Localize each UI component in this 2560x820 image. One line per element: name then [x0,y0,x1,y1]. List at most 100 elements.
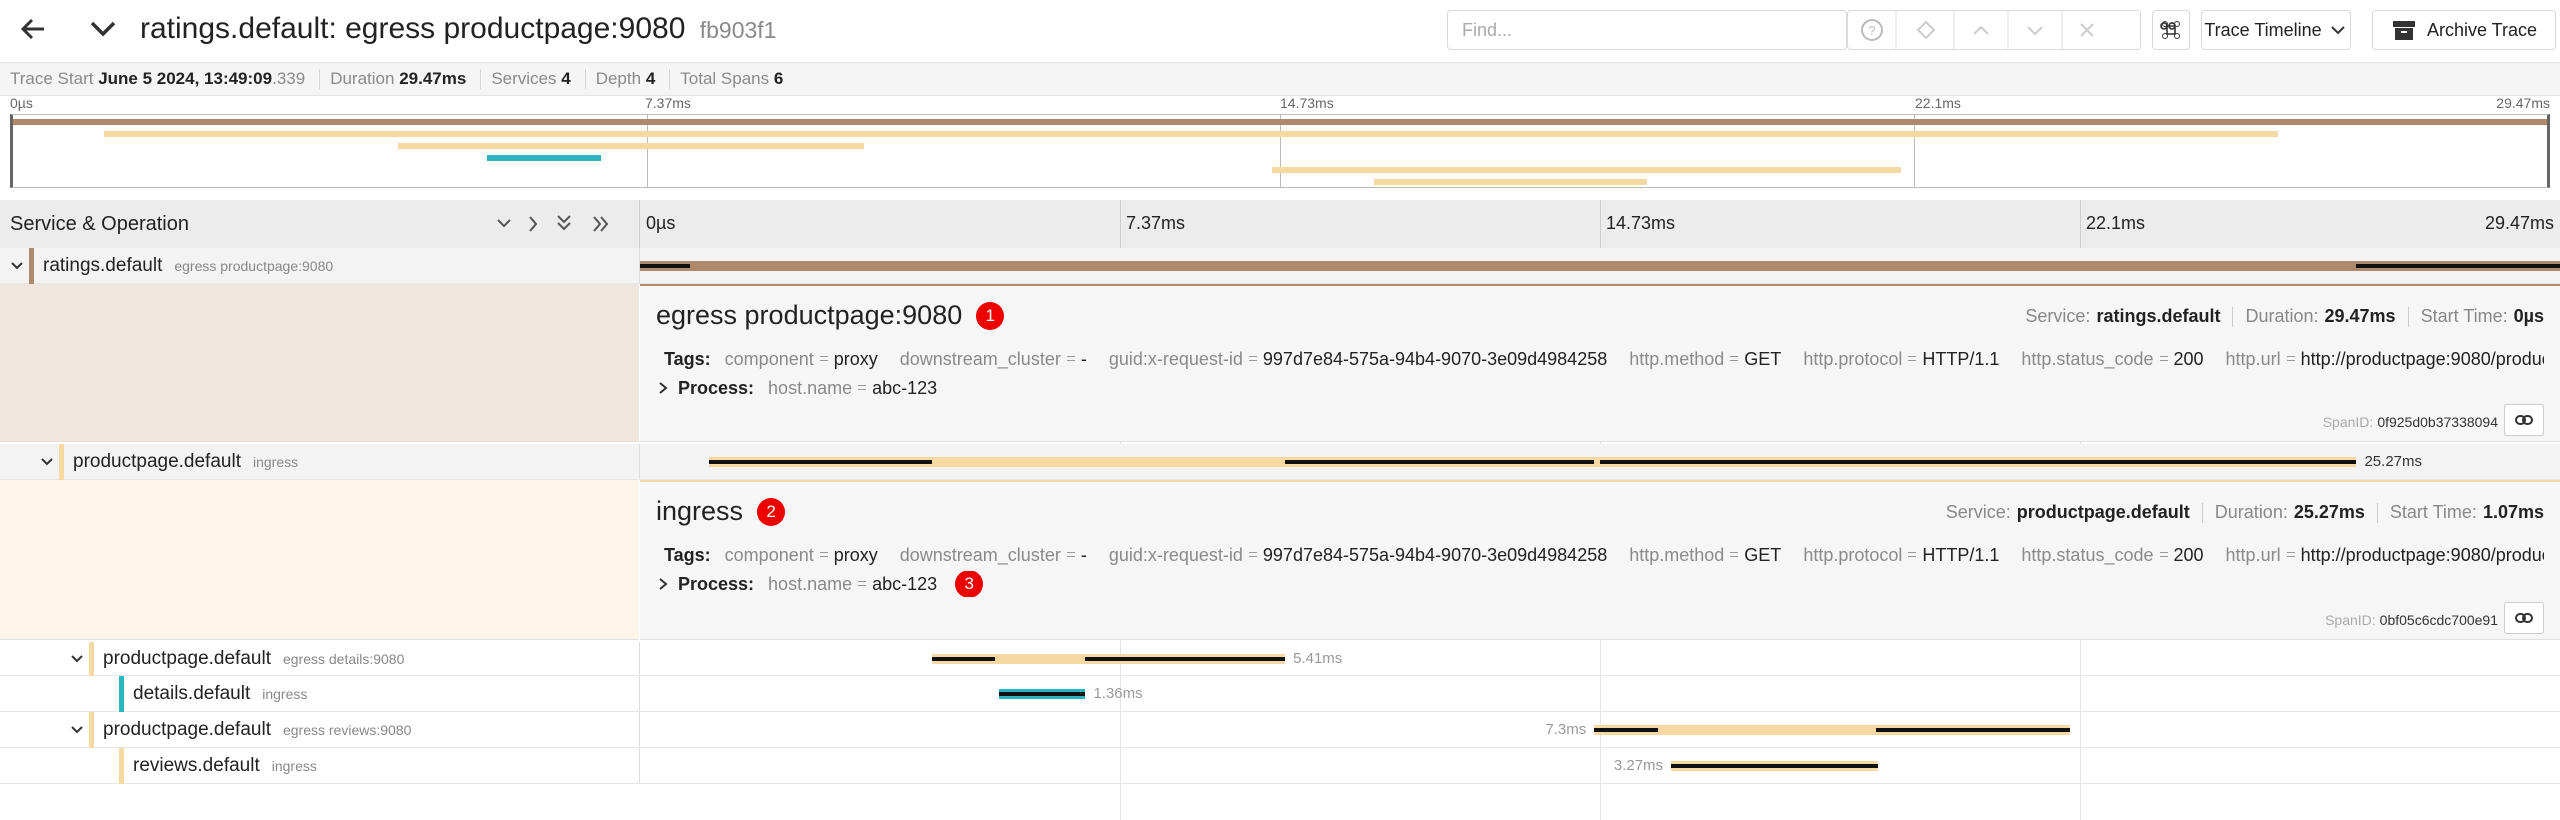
summary-label: Depth [595,69,642,88]
span-critical-path [1600,460,2357,464]
trace-title: ratings.default: egress productpage:9080… [140,12,776,46]
key-value: http.status_code 200 [2021,545,2203,566]
summary-value: 4 [561,69,571,88]
key: http.url [2225,544,2281,565]
key: downstream_cluster [899,544,1061,565]
expand-toggle[interactable] [39,454,55,470]
value: HTTP/1.1 [1922,544,2000,565]
search-input[interactable]: Find... [1447,10,1847,50]
span-row[interactable]: reviews.default ingress 3.27ms [0,748,2560,784]
span-row[interactable]: productpage.default egress reviews:9080 7.… [0,712,2560,748]
trace-summary: Trace Start June 5 2024, 13:49:09.339 Du… [0,62,2560,96]
expand-controls[interactable] [490,212,620,236]
detail-meta: Service: productpage.default Duration: 25.2… [1945,502,2544,524]
title-text: ratings.default: egress productpage:9080 [140,12,686,45]
meta-value: 1.07ms [2482,502,2544,522]
separator [2201,503,2203,524]
view-selector[interactable]: Trace Timeline [2201,10,2351,50]
value: http://productpage:9080/produc... [2300,348,2544,369]
service-name: ratings.default [43,255,163,276]
expand-toggle[interactable] [9,258,25,274]
span-name: ratings.default egress productpage:9080 [43,248,333,284]
minimap-grid [646,115,648,187]
value: - [1080,544,1087,565]
timeline-tick [2080,200,2081,248]
span-row[interactable]: details.default ingress 1.36ms [0,676,2560,712]
value: proxy [833,544,878,565]
column-title: Service & Operation [10,213,189,235]
key: http.method [1629,348,1725,369]
key-value: http.protocol HTTP/1.1 [1803,349,1999,370]
detail-title: ingress [656,496,744,526]
timeline-tick-label: 29.47ms [2484,213,2554,233]
kv-row[interactable]: Process: host.name abc-123 3 [656,571,2544,597]
key-value: component proxy [725,545,878,566]
meta-label: Service: [2025,306,2091,326]
annotation-badge: 2 [757,497,786,526]
timeline-tick [1120,200,1121,248]
separator [2232,307,2234,328]
minimap-span [486,155,601,161]
timeline-header: Service & Operation [0,200,2560,249]
column-divider [639,676,640,711]
span-name: productpage.default ingress [73,444,298,480]
operation-name: ingress [262,686,308,702]
archive-button[interactable]: Archive Trace [2372,10,2556,50]
minimap-span [398,143,865,149]
column-divider [639,712,640,747]
meta-label: Service: [1945,502,2011,522]
kv-label: Tags: [664,544,711,565]
row-toggle[interactable] [656,381,670,395]
view-selector-text: Trace Timeline [2204,19,2322,40]
summary-label: Total Spans [680,69,770,88]
column-divider [639,642,640,675]
minimap-tick-label: 0µs [10,95,33,111]
operation-name: ingress [252,454,299,470]
value: abc-123 [872,573,938,594]
summary-label: Trace Start [10,69,94,88]
shortcuts-button[interactable] [2152,10,2190,50]
collapse-toggle[interactable] [88,16,118,42]
key: component [724,348,814,369]
summary-value: 29.47ms [399,69,467,88]
span-name: reviews.default ingress [133,748,317,784]
back-button[interactable] [18,14,48,44]
span-name: productpage.default egress reviews:9080 [103,712,411,748]
expand-toggle[interactable] [69,651,85,667]
row-toggle[interactable] [656,577,670,591]
minimap-tick-label: 14.73ms [1280,95,1334,111]
meta-value: ratings.default [2096,306,2221,326]
kv-row[interactable]: Tags: component proxy downstream_cluster - gu… [656,346,2544,372]
kv-row[interactable]: Process: host.name abc-123 [656,375,2544,401]
key: http.protocol [1803,348,1903,369]
value: abc-123 [872,377,938,398]
search-icons[interactable]: ? [1848,11,2140,49]
column-divider [639,748,640,783]
timeline-tick-label: 14.73ms [1606,213,1676,233]
copy-link-button[interactable] [2504,602,2544,634]
copy-link-button[interactable] [2504,404,2544,436]
timeline-tick-label: 0µs [646,213,676,233]
kv-row[interactable]: Tags: component proxy downstream_cluster - gu… [656,542,2544,568]
service-name: reviews.default [133,755,260,776]
span-row[interactable]: productpage.default egress details:9080 5.… [0,642,2560,676]
span-duration: 7.3ms [1545,721,1587,738]
equals [1248,551,1257,557]
key-value: host.name abc-123 [768,378,937,399]
service-color [119,676,124,712]
service-color [89,712,94,748]
timeline-tick [1600,200,1601,248]
operation-name: egress details:9080 [282,651,405,667]
equals [1730,355,1739,361]
span-name: details.default ingress [133,676,307,712]
meta-label: Duration: [2214,502,2288,522]
minimap[interactable] [10,114,2550,188]
span-bar [640,261,2560,271]
span-row[interactable]: ratings.default egress productpage:9080 [0,248,2560,284]
value: 200 [2173,348,2204,369]
span-name: productpage.default egress details:9080 [103,642,404,676]
equals [858,580,867,586]
span-id-label: SpanID: [2325,612,2376,628]
expand-toggle[interactable] [69,722,85,738]
span-row[interactable]: productpage.default ingress 25.27ms [0,444,2560,480]
